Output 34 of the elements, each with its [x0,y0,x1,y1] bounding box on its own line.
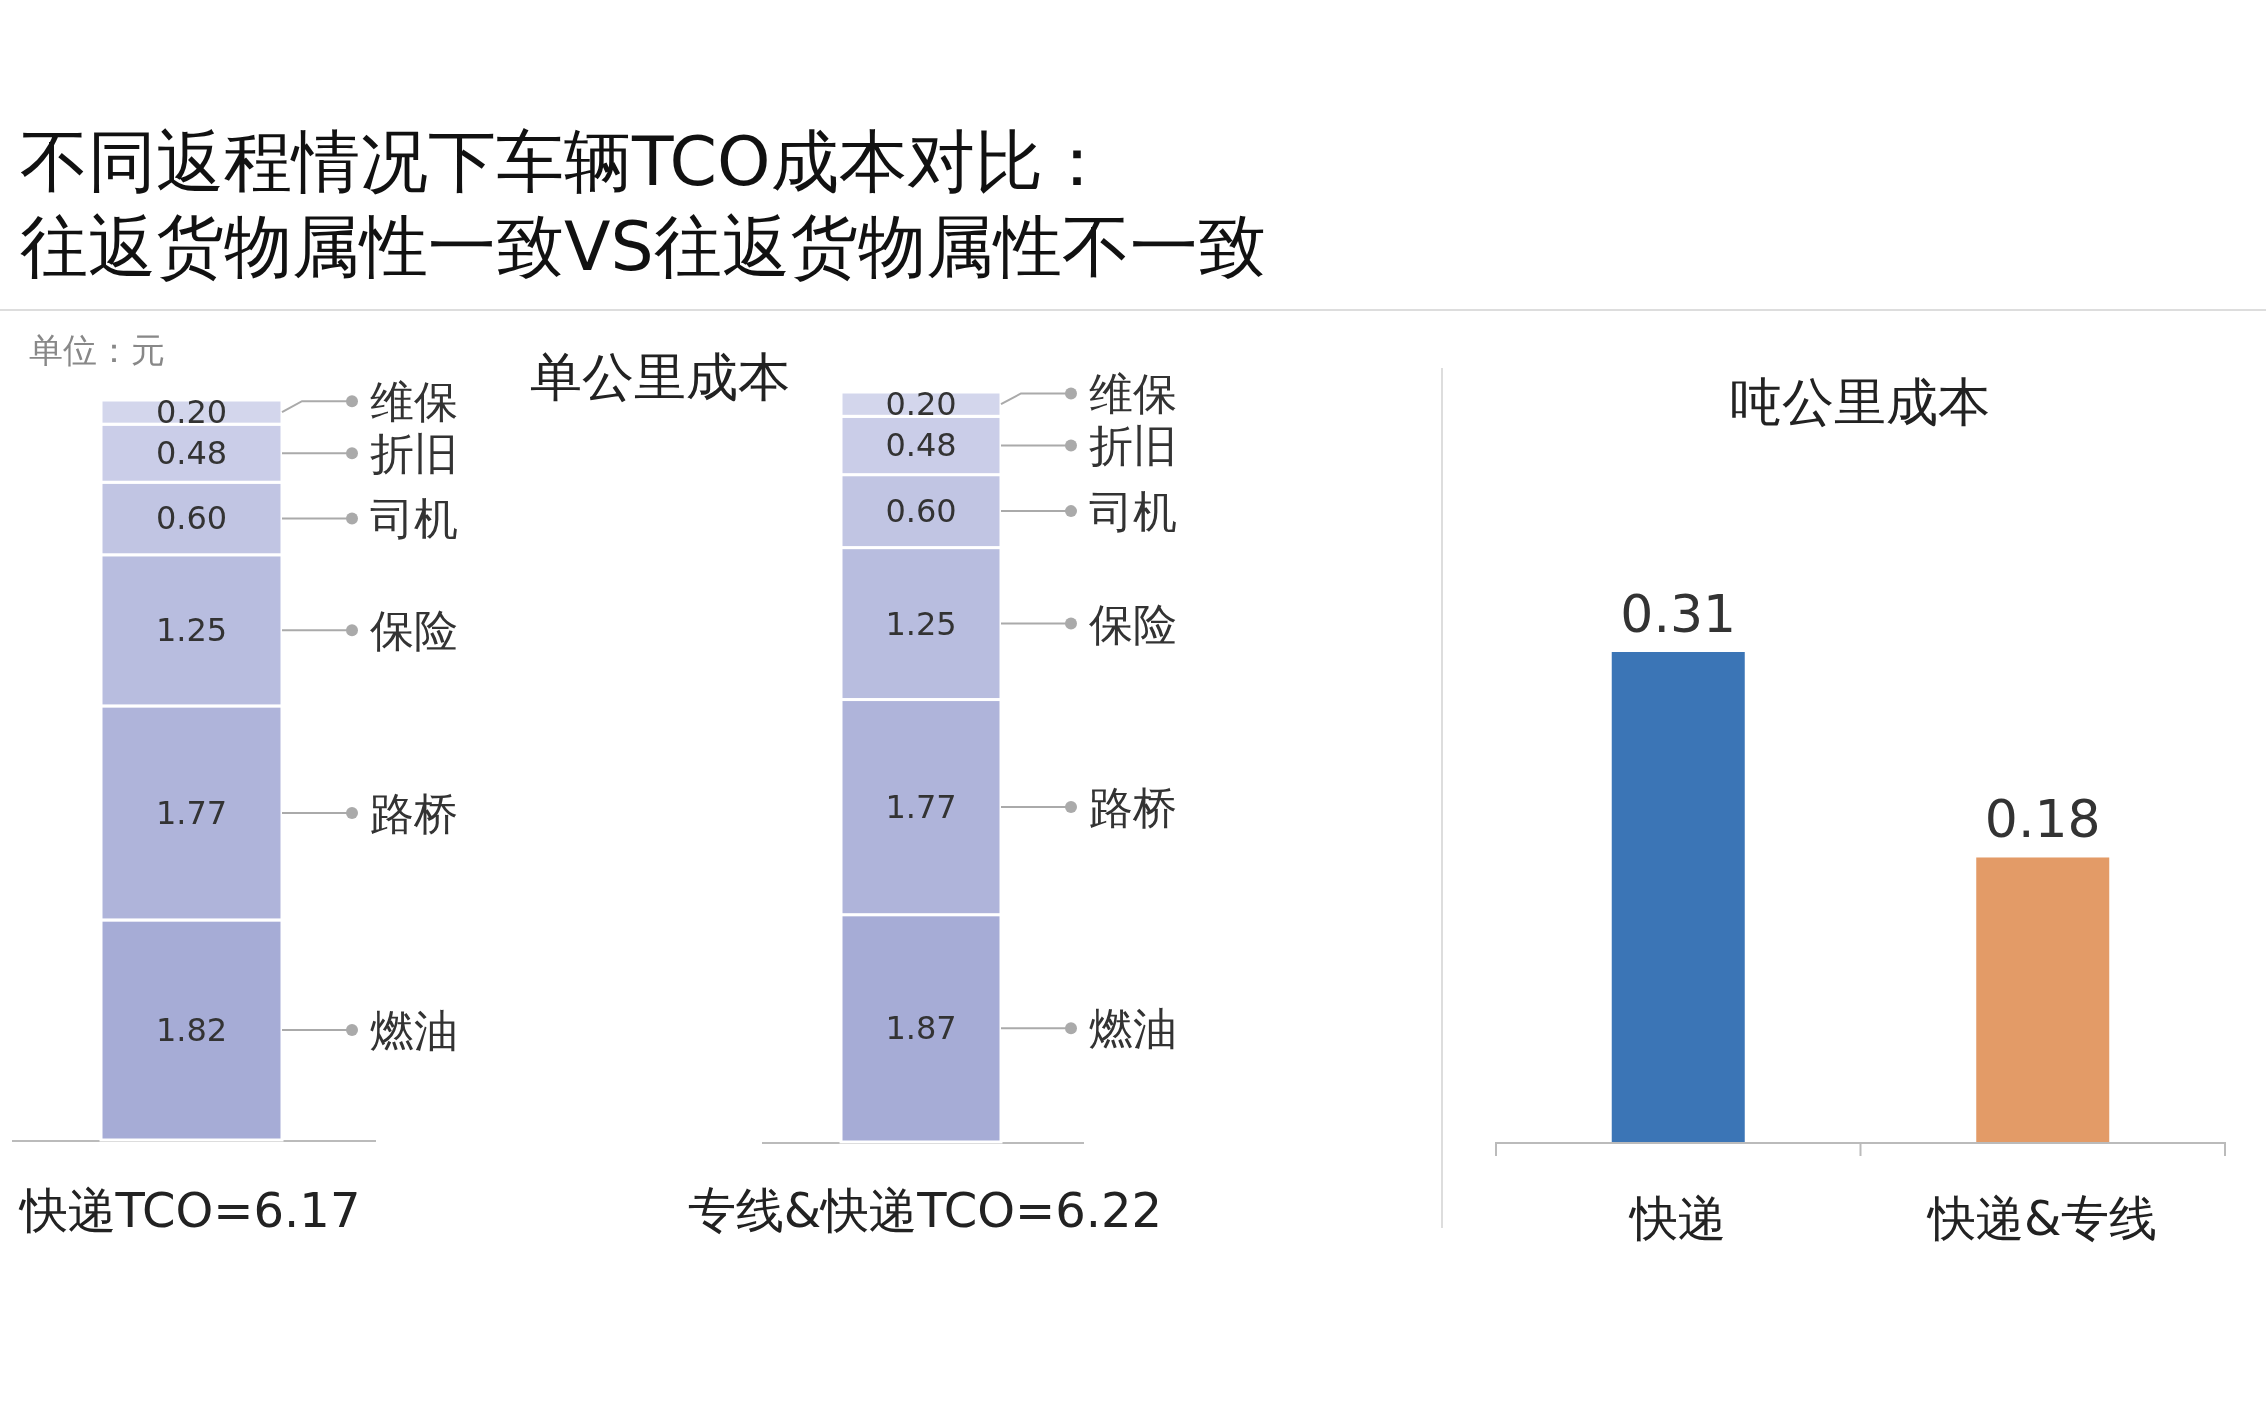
series-label: 燃油 [370,1004,458,1056]
data-label: 0.18 [1984,789,2101,850]
text: 单位：元 [29,330,165,370]
series-label: 司机 [370,493,458,545]
series-label: 保险 [370,605,458,657]
annotation: 单公里成本 [530,347,790,407]
data-label: 1.82 [155,1010,228,1049]
data-label: 1.77 [155,793,228,832]
chart-title: 吨公里成本 [1730,372,1990,432]
data-label: 0.48 [885,426,957,465]
x-tick-label: 专线&快递TCO=6.22 [687,1182,1163,1238]
data-label: 1.87 [885,1009,957,1048]
x-tick-label: 快递TCO=6.17 [17,1182,361,1238]
series-label: 路桥 [370,787,458,839]
series-label: 折旧 [370,428,458,480]
data-label: 0.48 [155,434,228,473]
text: 不同返程情况下车辆TCO成本对比：往返货物属性一致VS往返货物属性不一致 [20,122,1266,286]
data-label: 1.25 [155,611,228,650]
data-label: 0.60 [885,492,957,531]
series-label: 司机 [1089,486,1177,538]
data-label: 0.20 [155,393,228,432]
data-label: 1.77 [885,788,957,827]
series-label: 折旧 [1089,420,1177,472]
data-label: 0.60 [155,499,228,538]
series-label: 维保 [1089,368,1177,420]
x-tick-label: 快递&专线 [1926,1190,2158,1246]
series-label: 燃油 [1089,1003,1177,1055]
series-label: 维保 [370,376,458,428]
series-label: 保险 [1089,598,1177,650]
data-label: 1.25 [885,604,957,643]
x-tick-label: 快递 [1628,1190,1727,1246]
data-label: 0.31 [1620,584,1737,644]
data-label: 0.20 [885,385,957,424]
series-label: 路桥 [1089,782,1177,834]
